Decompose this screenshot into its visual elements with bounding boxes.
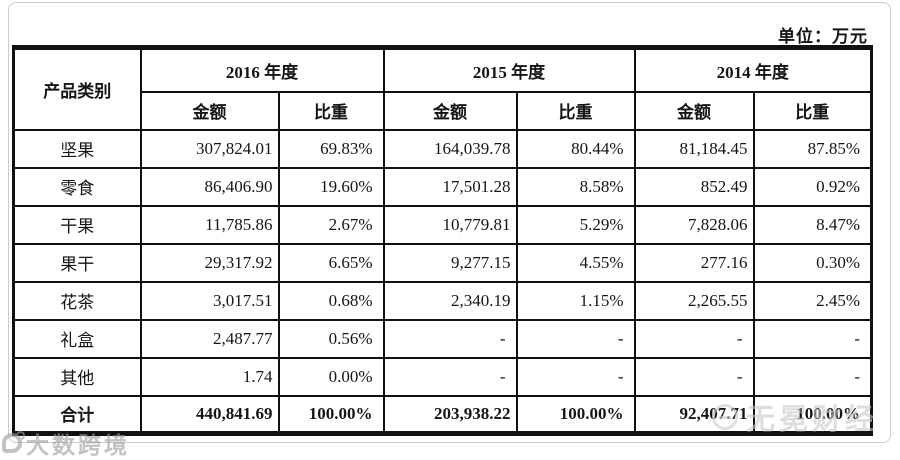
cell-amount-2014: 81,184.45 <box>633 128 755 169</box>
row-category: 干果 <box>12 204 142 245</box>
cell-ratio-2016: 0.00% <box>277 356 385 397</box>
cell-amount-2014: 852.49 <box>633 166 755 207</box>
cell-ratio-2014: 87.85% <box>752 128 873 169</box>
cell-amount-2015: 9,277.15 <box>382 242 518 283</box>
cell-ratio-2014: 8.47% <box>752 204 873 245</box>
cell-amount-2016: 11,785.86 <box>139 204 280 245</box>
table-row: 果干 29,317.92 6.65% 9,277.15 4.55% 277.16… <box>12 242 873 283</box>
cell-amount-2016: 2,487.77 <box>139 318 280 359</box>
watermark-magnifier-icon <box>712 404 738 430</box>
col-header-ratio-2015: 比重 <box>515 90 636 131</box>
cell-amount-2015: 2,340.19 <box>382 280 518 321</box>
table-row: 坚果 307,824.01 69.83% 164,039.78 80.44% 8… <box>12 128 873 169</box>
table-body: 坚果 307,824.01 69.83% 164,039.78 80.44% 8… <box>12 128 873 435</box>
cell-ratio-2014: 0.30% <box>752 242 873 283</box>
cell-amount-2014: - <box>633 356 755 397</box>
header-row-years: 产品类别 2016 年度 2015 年度 2014 年度 <box>12 46 873 131</box>
cell-ratio-2014: - <box>752 318 873 359</box>
cell-ratio-2015: 1.15% <box>515 280 636 321</box>
table-row: 花茶 3,017.51 0.68% 2,340.19 1.15% 2,265.5… <box>12 280 873 321</box>
cell-ratio-2016: 69.83% <box>277 128 385 169</box>
col-header-ratio-2014: 比重 <box>752 90 873 131</box>
row-category: 果干 <box>12 242 142 283</box>
cell-ratio-2015: 80.44% <box>515 128 636 169</box>
table-row: 其他 1.74 0.00% - - - - <box>12 356 873 397</box>
table-header: 产品类别 2016 年度 2015 年度 2014 年度 金额 比重 金额 比重… <box>12 46 873 131</box>
cell-ratio-2016: 19.60% <box>277 166 385 207</box>
watermark-logo-icon <box>2 431 25 453</box>
watermark-bottom-right: 无冕财经 <box>712 396 878 438</box>
product-revenue-table: 产品类别 2016 年度 2015 年度 2014 年度 金额 比重 金额 比重… <box>12 45 873 436</box>
row-category: 坚果 <box>12 128 142 169</box>
cell-amount-2014: 7,828.06 <box>633 204 755 245</box>
table-row: 零食 86,406.90 19.60% 17,501.28 8.58% 852.… <box>12 166 873 207</box>
cell-ratio-2014: - <box>752 356 873 397</box>
col-header-ratio-2016: 比重 <box>277 90 385 131</box>
row-category: 其他 <box>12 356 142 397</box>
col-header-amount-2016: 金额 <box>139 90 280 131</box>
cell-amount-2014: - <box>633 318 755 359</box>
cell-amount-2016: 86,406.90 <box>139 166 280 207</box>
cell-ratio-2016: 2.67% <box>277 204 385 245</box>
watermark-bottom-left: 大数跨境 <box>2 426 130 460</box>
col-header-year-2015: 2015 年度 <box>382 46 636 93</box>
cell-amount-2016: 1.74 <box>139 356 280 397</box>
cell-amount-2014: 277.16 <box>633 242 755 283</box>
cell-ratio-2014: 2.45% <box>752 280 873 321</box>
col-header-amount-2014: 金额 <box>633 90 755 131</box>
cell-ratio-2014: 0.92% <box>752 166 873 207</box>
row-category: 礼盒 <box>12 318 142 359</box>
cell-ratio-2015: - <box>515 318 636 359</box>
row-category: 花茶 <box>12 280 142 321</box>
cell-ratio-2014: 100.00% <box>752 394 873 435</box>
row-category: 合计 <box>12 394 142 435</box>
col-header-category: 产品类别 <box>12 46 142 131</box>
header-row-measures: 金额 比重 金额 比重 金额 比重 <box>14 90 873 131</box>
cell-ratio-2015: 5.29% <box>515 204 636 245</box>
cell-ratio-2016: 6.65% <box>277 242 385 283</box>
cell-ratio-2015: - <box>515 356 636 397</box>
cell-amount-2014: 2,265.55 <box>633 280 755 321</box>
col-header-year-2016: 2016 年度 <box>139 46 385 93</box>
cell-ratio-2016: 0.56% <box>277 318 385 359</box>
unit-label: 单位：万元 <box>778 27 868 46</box>
cell-amount-2016: 3,017.51 <box>139 280 280 321</box>
cell-ratio-2015: 100.00% <box>515 394 636 435</box>
table-row: 干果 11,785.86 2.67% 10,779.81 5.29% 7,828… <box>12 204 873 245</box>
cell-ratio-2015: 8.58% <box>515 166 636 207</box>
watermark-text: 无冕财经 <box>746 404 879 436</box>
cell-amount-2016: 440,841.69 <box>139 394 280 435</box>
cell-ratio-2016: 100.00% <box>277 394 385 435</box>
cell-ratio-2015: 4.55% <box>515 242 636 283</box>
cell-amount-2015: 17,501.28 <box>382 166 518 207</box>
table-row: 礼盒 2,487.77 0.56% - - - - <box>12 318 873 359</box>
cell-amount-2015: - <box>382 356 518 397</box>
watermark-text: 大数跨境 <box>26 432 130 458</box>
cell-amount-2016: 29,317.92 <box>139 242 280 283</box>
cell-amount-2015: - <box>382 318 518 359</box>
cell-ratio-2016: 0.68% <box>277 280 385 321</box>
cell-amount-2015: 203,938.22 <box>382 394 518 435</box>
col-header-year-2014: 2014 年度 <box>633 46 873 93</box>
cell-amount-2015: 10,779.81 <box>382 204 518 245</box>
cell-amount-2015: 164,039.78 <box>382 128 518 169</box>
col-header-amount-2015: 金额 <box>382 90 518 131</box>
cell-amount-2016: 307,824.01 <box>139 128 280 169</box>
row-category: 零食 <box>12 166 142 207</box>
